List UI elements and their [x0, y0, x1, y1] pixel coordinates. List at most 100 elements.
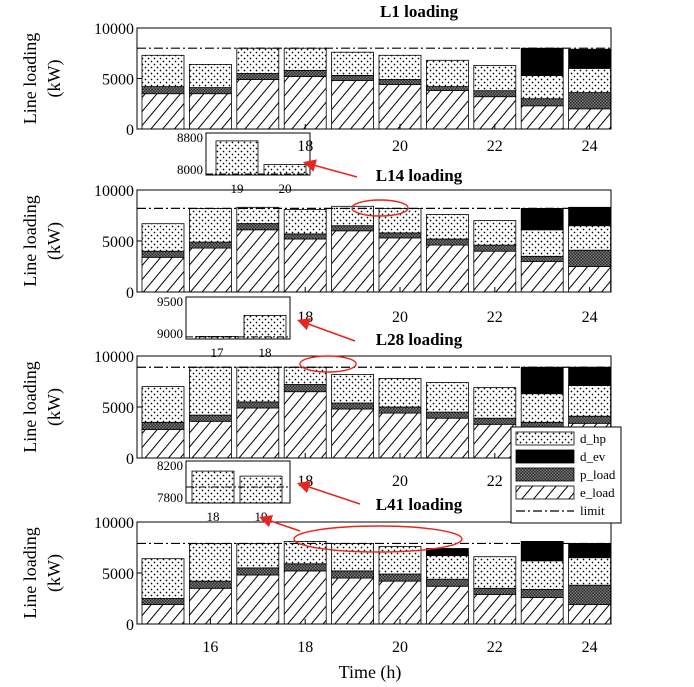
- y-tick-label: 5000: [102, 72, 134, 89]
- panel-title: L14 loading: [376, 166, 463, 185]
- inset-y-tick-label: 8800: [177, 130, 203, 145]
- bar-e-load-17: [236, 407, 280, 459]
- panel-title: L1 loading: [380, 2, 458, 21]
- highlight-ellipse: [351, 199, 409, 217]
- y-tick-label: 10000: [94, 349, 134, 366]
- bar-e-load-20: [378, 237, 422, 293]
- x-tick-label: 22: [487, 639, 503, 656]
- y-tick-label: 0: [126, 451, 134, 468]
- x-tick-label: 20: [392, 639, 408, 656]
- legend-label: e_load: [580, 485, 615, 500]
- bar-p-load-23: [520, 98, 564, 107]
- bar-d-hp-20: [378, 377, 422, 408]
- x-tick-label: 24: [582, 138, 598, 155]
- inset-bar: [215, 140, 259, 176]
- x-tick-label: 20: [392, 309, 408, 326]
- y-tick-label: 5000: [102, 400, 134, 417]
- bar-d-hp-17: [236, 206, 280, 225]
- bar-d-hp-21: [425, 214, 469, 240]
- bar-d-hp-16: [188, 207, 232, 243]
- bar-d-hp-16: [188, 366, 232, 416]
- bar-d-hp-15: [141, 386, 185, 423]
- bar-d-hp-21: [425, 59, 469, 87]
- bar-e-load-18: [283, 238, 327, 293]
- y-tick-label: 10000: [94, 183, 134, 200]
- bar-d-hp-19: [331, 51, 375, 76]
- bar-e-load-20: [378, 412, 422, 459]
- bar-p-load-23: [520, 255, 564, 262]
- bar-d-hp-21: [425, 382, 469, 413]
- inset-y-tick-label: 8200: [157, 458, 183, 473]
- bar-e-load-19: [331, 577, 375, 625]
- bar-e-load-18: [283, 391, 327, 459]
- bar-d-hp-18: [283, 47, 327, 71]
- bar-e-load-23: [520, 260, 564, 293]
- legend-label: limit: [580, 503, 605, 518]
- panel-1: 10000 5000 0 18 20 22 24 L1 loading Line loading…: [20, 2, 612, 155]
- bar-p-load-22: [473, 244, 517, 252]
- y-axis-label: Line loading (kW): [20, 33, 65, 124]
- legend-label: p_load: [580, 467, 616, 482]
- bar-e-load-19: [331, 80, 375, 130]
- bar-d-hp-16: [188, 543, 232, 582]
- bar-e-load-17: [236, 574, 280, 625]
- bar-d-hp-17: [236, 47, 280, 74]
- bar-e-load-23: [520, 597, 564, 625]
- bar-e-load-18: [283, 570, 327, 625]
- bar-d-hp-18: [283, 208, 327, 235]
- x-tick-label: 24: [582, 639, 598, 656]
- inset-x-tick-label: 19: [231, 181, 244, 196]
- x-tick-label: 24: [582, 309, 598, 326]
- bar-p-load-19: [331, 75, 375, 81]
- bar-d-hp-18: [283, 366, 327, 385]
- bar-p-load-22: [473, 587, 517, 595]
- bar-p-load-18: [283, 70, 327, 77]
- bar-d-hp-17: [236, 366, 280, 403]
- bar-p-load-16: [188, 87, 232, 95]
- x-tick-label: 18: [297, 138, 313, 155]
- panel-title: L28 loading: [376, 330, 463, 349]
- bar-d-ev-23: [520, 207, 564, 231]
- bar-e-load-16: [188, 420, 232, 459]
- bar-d-hp-20: [378, 54, 422, 80]
- bar-d-hp-15: [141, 223, 185, 252]
- bar-e-load-19: [331, 408, 375, 459]
- x-tick-label: 20: [392, 473, 408, 490]
- bar-p-load-17: [236, 223, 280, 231]
- bar-p-load-23: [520, 588, 564, 598]
- bar-e-load-17: [236, 229, 280, 293]
- x-tick-label: 20: [392, 138, 408, 155]
- bar-d-hp-24: [568, 385, 611, 417]
- bar-d-hp-24: [568, 557, 611, 586]
- y-tick-label: 5000: [102, 234, 134, 251]
- bar-e-load-16: [188, 587, 232, 625]
- y-axis-label: Line loading (kW): [20, 527, 65, 618]
- bar-p-load-16: [188, 414, 232, 422]
- bar-d-hp-19: [331, 543, 375, 572]
- bar-p-load-24: [568, 584, 611, 606]
- inset-frame: [185, 460, 291, 504]
- bar-d-ev-24: [568, 366, 611, 387]
- inset-y-tick-label: 8000: [177, 162, 203, 177]
- bar-p-load-17: [236, 73, 280, 80]
- inset-y-tick-label: 9500: [157, 294, 183, 309]
- inset-bar: [263, 164, 307, 176]
- inset-x-tick-label: 18: [207, 509, 220, 524]
- zoom-arrow: [296, 480, 361, 505]
- bar-p-load-20: [378, 573, 422, 582]
- bar-d-hp-22: [473, 556, 517, 589]
- bar-d-ev-23: [520, 47, 564, 76]
- bar-e-load-15: [141, 604, 185, 625]
- bar-e-load-22: [473, 423, 517, 459]
- y-axis-label: Line loading (kW): [20, 195, 65, 286]
- bar-e-load-19: [331, 230, 375, 293]
- y-tick-label: 10000: [94, 515, 134, 532]
- bar-d-hp-23: [520, 560, 564, 590]
- bar-e-load-20: [378, 84, 422, 130]
- bar-e-load-16: [188, 93, 232, 130]
- bar-p-load-19: [331, 225, 375, 232]
- bar-p-load-21: [425, 238, 469, 246]
